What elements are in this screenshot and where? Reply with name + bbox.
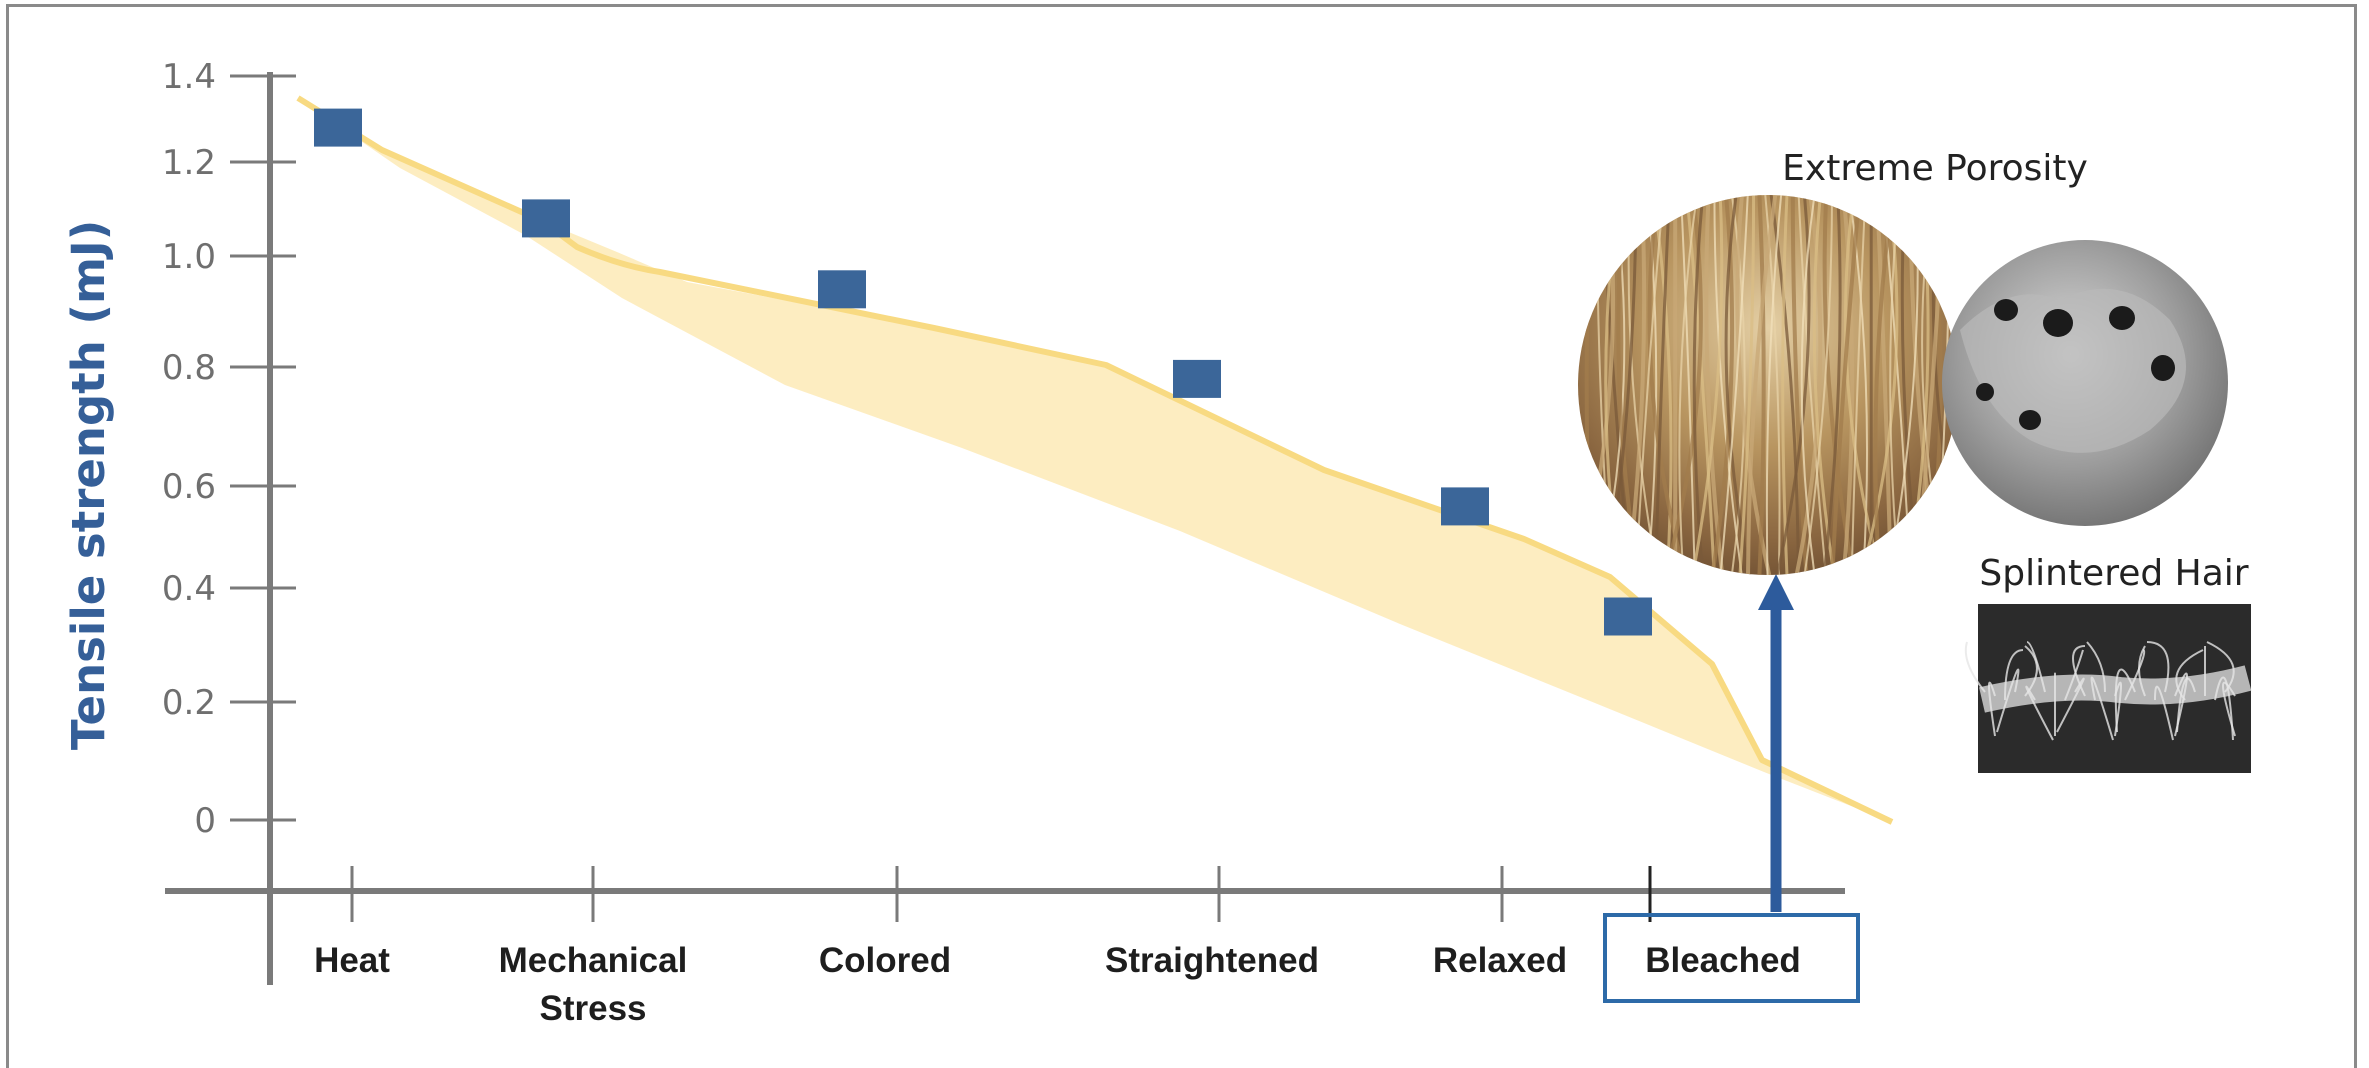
x-tick-label: Bleached <box>1645 941 1801 980</box>
data-markers <box>314 108 1652 636</box>
y-ticks: 0 0.2 0.4 0.6 0.8 1.0 1.2 1.4 <box>162 57 296 841</box>
category-labels: Heat Mechanical Stress Colored Straightened R… <box>314 941 1801 1028</box>
splintered-hair-image <box>1964 604 2252 773</box>
y-tick-label: 0.2 <box>162 683 216 723</box>
y-tick-label: 1.2 <box>162 143 216 183</box>
figure-frame <box>6 4 2357 1068</box>
y-axis-label: Tensile strength (mJ) <box>62 220 115 750</box>
y-tick-label: 1.0 <box>162 237 216 277</box>
extreme-porosity-caption: Extreme Porosity <box>1782 148 2088 189</box>
y-tick-label: 0.6 <box>162 467 216 507</box>
x-ticks <box>350 866 1652 922</box>
y-tick-label: 0.8 <box>162 348 216 388</box>
trend-line <box>296 95 1894 825</box>
splintered-hair-caption: Splintered Hair <box>1979 553 2248 594</box>
arrow <box>1758 574 1794 912</box>
data-point-colored <box>818 270 866 309</box>
porosity-sem-image <box>1942 240 2228 526</box>
x-tick-label: Relaxed <box>1433 941 1567 980</box>
data-point-relaxed <box>1441 487 1489 526</box>
x-tick-label: Mechanical Stress <box>499 941 688 1028</box>
y-tick-label: 0 <box>194 801 216 841</box>
x-tick-label: Straightened <box>1105 941 1319 980</box>
bleached-hair-photo <box>1578 195 1958 575</box>
y-tick-label: 0.4 <box>162 569 216 609</box>
bleached-highlight-box <box>1603 913 1860 1003</box>
data-point-heat <box>314 108 362 147</box>
data-point-mechanical-stress <box>522 199 570 238</box>
data-point-bleached <box>1604 597 1652 636</box>
trend-band <box>298 98 1892 822</box>
x-tick-label: Colored <box>819 941 951 980</box>
y-tick-label: 1.4 <box>162 57 216 97</box>
data-point-straightened <box>1173 359 1221 398</box>
x-tick-label: Heat <box>314 941 390 980</box>
